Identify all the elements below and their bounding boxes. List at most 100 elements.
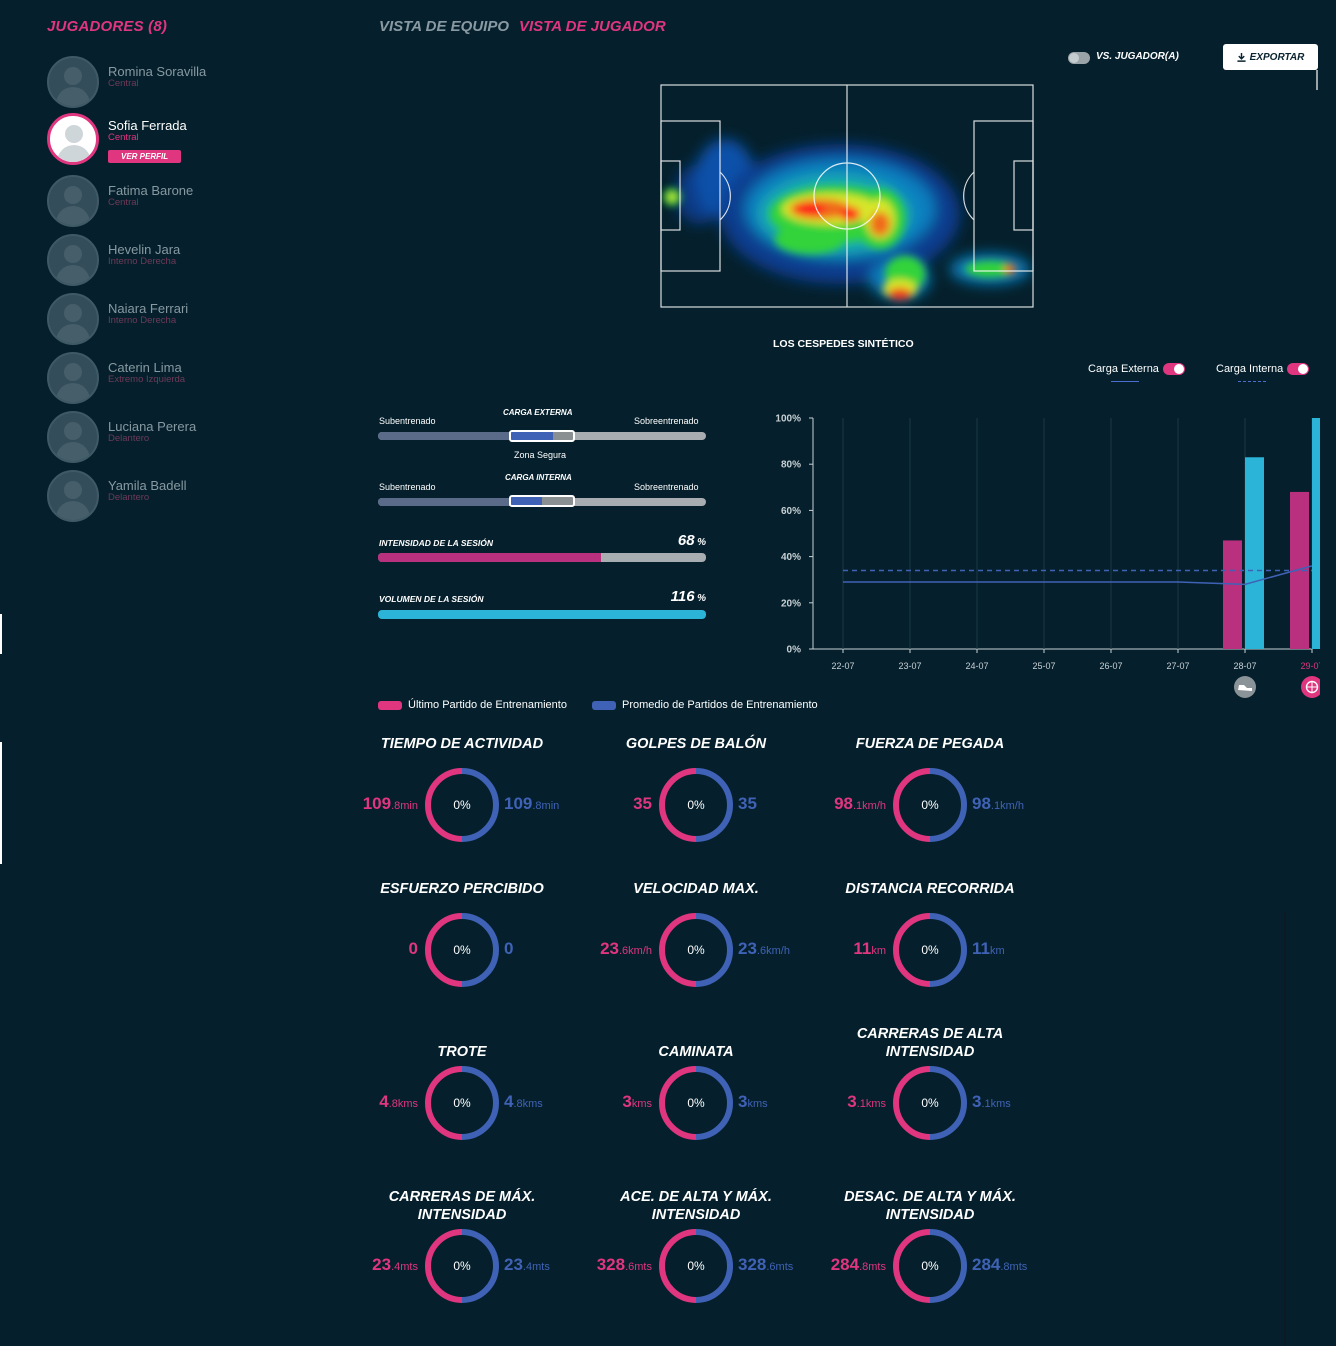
player-item[interactable]: Fatima Barone Central bbox=[47, 175, 287, 229]
player-position: Central bbox=[108, 78, 139, 89]
metric-last-int: 23 bbox=[372, 1255, 392, 1274]
metric-card: ESFUERZO PERCIBIDO 0 0 0% bbox=[342, 880, 582, 1030]
donut-pink-half bbox=[659, 1229, 697, 1303]
volume-unit: % bbox=[697, 593, 706, 604]
x-tick-label: 26-07 bbox=[1099, 661, 1122, 671]
metric-last-value: 98.1km/h bbox=[834, 794, 886, 814]
metric-donut: 0% bbox=[424, 767, 500, 843]
metric-avg-unit: .6mts bbox=[766, 1261, 794, 1273]
metric-last-int: 109 bbox=[362, 794, 392, 813]
intensity-value: 68 % bbox=[640, 532, 706, 550]
internal-load-toggle[interactable] bbox=[1287, 363, 1310, 375]
donut-blue-half bbox=[695, 768, 733, 842]
player-item[interactable]: Romina Soravilla Central bbox=[47, 56, 287, 110]
metric-avg-int: 23 bbox=[738, 939, 757, 958]
metric-title: ESFUERZO PERCIBIDO bbox=[380, 881, 544, 897]
metric-percent: 0% bbox=[687, 943, 705, 957]
metric-donut: 0% bbox=[892, 912, 968, 988]
avatar bbox=[47, 293, 99, 345]
view-profile-button[interactable]: VER PERFIL bbox=[108, 150, 182, 163]
tab-player-view[interactable]: VISTA DE JUGADOR bbox=[519, 18, 666, 35]
metric-donut: 0% bbox=[424, 1065, 500, 1141]
legend-avg-label: Promedio de Partidos de Entrenamiento bbox=[622, 699, 818, 711]
external-load-toggle[interactable] bbox=[1162, 363, 1185, 375]
metric-percent: 0% bbox=[453, 1259, 471, 1273]
metric-avg-unit: .8kms bbox=[513, 1098, 543, 1110]
metric-avg-unit: .8min bbox=[532, 800, 560, 812]
metric-avg-unit: .8mts bbox=[1000, 1261, 1028, 1273]
player-item[interactable]: Naiara Ferrari Interno Derecha bbox=[47, 293, 287, 347]
volume-label: VOLUMEN DE LA SESIÓN bbox=[379, 594, 484, 604]
metric-last-value: 284.8mts bbox=[831, 1255, 886, 1275]
metric-percent: 0% bbox=[453, 1096, 471, 1110]
vs-player-toggle[interactable] bbox=[1068, 52, 1090, 64]
volume-bar bbox=[378, 610, 706, 619]
player-item-selected[interactable]: Sofia Ferrada Central VER PERFIL bbox=[47, 113, 287, 167]
donut-blue-half bbox=[461, 913, 499, 987]
metric-donut: 0% bbox=[424, 1228, 500, 1304]
avatar bbox=[47, 234, 99, 286]
metric-avg-value: 284.8mts bbox=[972, 1255, 1027, 1275]
y-tick-label: 0% bbox=[787, 645, 802, 656]
metric-title: CAMINATA bbox=[658, 1044, 734, 1060]
metric-avg-unit: .4mts bbox=[522, 1261, 550, 1273]
metric-donut: 0% bbox=[892, 767, 968, 843]
intensity-number: 68 bbox=[677, 532, 695, 549]
metric-avg-int: 3 bbox=[738, 1092, 748, 1111]
metric-card: CARRERAS DE ALTA INTENSIDAD 3.1kms 3.1kms 0% bbox=[810, 1025, 1050, 1175]
metric-last-value: 23.4mts bbox=[372, 1255, 418, 1275]
avatar bbox=[47, 470, 99, 522]
intensity-label: INTENSIDAD DE LA SESIÓN bbox=[379, 538, 493, 548]
legend-blue-swatch bbox=[592, 700, 616, 710]
legend-internal-line bbox=[1238, 381, 1266, 382]
x-tick-label: 29-07 bbox=[1300, 661, 1320, 671]
export-button[interactable]: EXPORTAR bbox=[1223, 44, 1318, 70]
metric-title: DISTANCIA RECORRIDA bbox=[845, 881, 1015, 897]
y-tick-label: 20% bbox=[781, 598, 801, 609]
metric-last-int: 0 bbox=[408, 939, 418, 958]
export-label: EXPORTAR bbox=[1249, 51, 1305, 63]
donut-ring bbox=[659, 1229, 733, 1303]
divider bbox=[1284, 912, 1286, 1346]
metric-card: DISTANCIA RECORRIDA 11km 11km 0% bbox=[810, 880, 1050, 1030]
metric-last-unit: .8min bbox=[391, 800, 418, 812]
metric-avg-unit: .6km/h bbox=[756, 945, 790, 957]
avatar bbox=[47, 411, 99, 463]
metric-avg-value: 23.6km/h bbox=[738, 939, 790, 959]
metric-percent: 0% bbox=[921, 1259, 939, 1273]
external-safe-zone bbox=[509, 430, 575, 442]
external-load-title: CARGA EXTERNA bbox=[503, 408, 573, 417]
vs-player-label: VS. JUGADOR(A) bbox=[1096, 51, 1179, 62]
metric-last-int: 98 bbox=[834, 794, 853, 813]
legend-external-label: Carga Externa bbox=[1088, 363, 1159, 375]
metric-donut: 0% bbox=[658, 1065, 734, 1141]
metric-avg-int: 23 bbox=[504, 1255, 523, 1274]
tab-team-view[interactable]: VISTA DE EQUIPO bbox=[379, 18, 510, 35]
donut-blue-half bbox=[929, 768, 967, 842]
player-item[interactable]: Yamila Badell Delantero bbox=[47, 470, 287, 524]
donut-blue-half bbox=[461, 768, 499, 842]
donut-blue-half bbox=[695, 913, 733, 987]
metric-percent: 0% bbox=[453, 943, 471, 957]
player-item[interactable]: Caterin Lima Extremo Izquierda bbox=[47, 352, 287, 406]
chart-bar bbox=[1223, 540, 1242, 649]
metric-percent: 0% bbox=[921, 943, 939, 957]
donut-ring bbox=[425, 1066, 499, 1140]
player-position: Central bbox=[108, 197, 139, 208]
donut-blue-half bbox=[695, 1229, 733, 1303]
legend-internal-label: Carga Interna bbox=[1216, 363, 1284, 375]
internal-right-label: Sobreentrenado bbox=[634, 482, 699, 492]
player-item[interactable]: Luciana Perera Delantero bbox=[47, 411, 287, 465]
donut-pink-half bbox=[893, 913, 931, 987]
metric-last-unit: .6km/h bbox=[618, 945, 652, 957]
player-name: Naiara Ferrari bbox=[108, 301, 189, 316]
x-tick-label: 27-07 bbox=[1166, 661, 1189, 671]
donut-pink-half bbox=[659, 913, 697, 987]
intensity-bar bbox=[378, 553, 706, 562]
donut-ring bbox=[893, 1229, 967, 1303]
legend-last-match: Último Partido de Entrenamiento bbox=[378, 699, 567, 711]
metric-avg-value: 0 bbox=[504, 939, 513, 959]
scrollbar[interactable] bbox=[1316, 70, 1318, 90]
player-item[interactable]: Hevelin Jara Interno Derecha bbox=[47, 234, 287, 288]
internal-safe-zone bbox=[509, 495, 575, 507]
